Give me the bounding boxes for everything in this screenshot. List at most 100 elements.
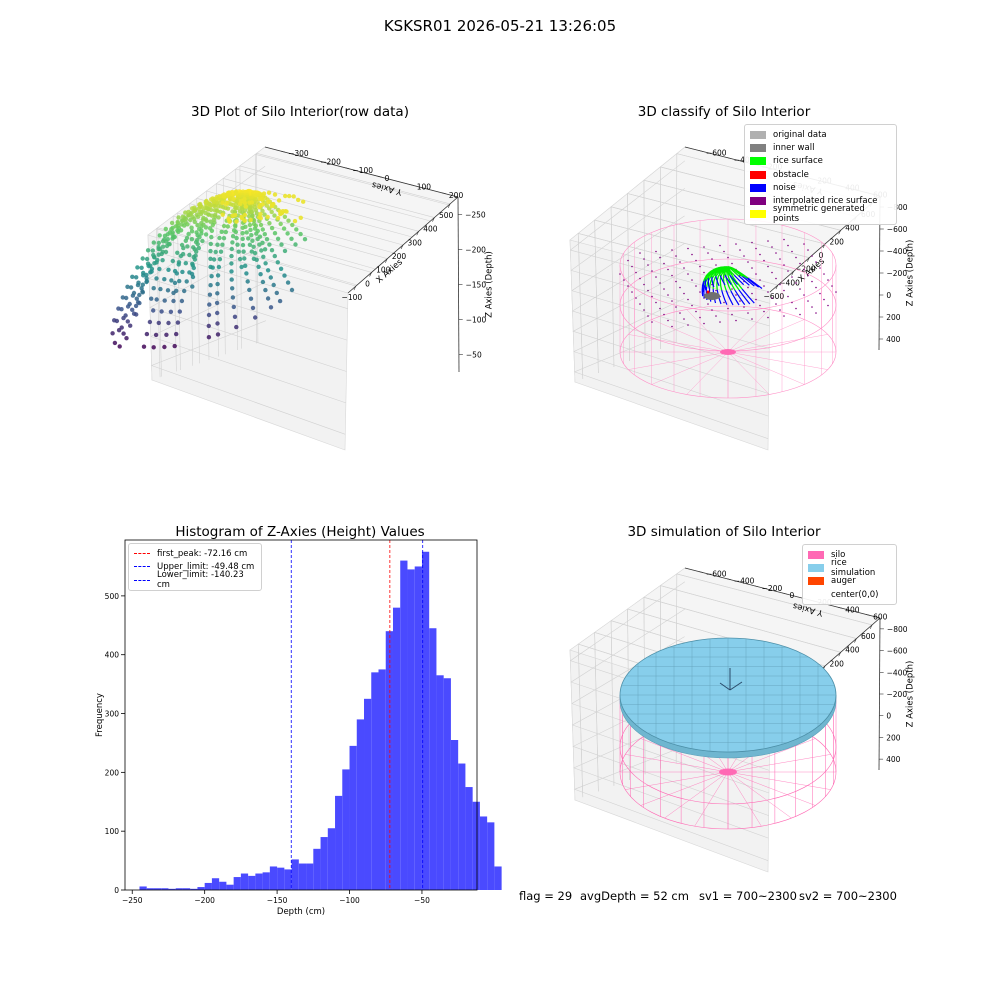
p4-x-tick-label: 400 (845, 646, 860, 655)
p2-x-tick (807, 257, 810, 262)
hist-bar (400, 560, 408, 890)
p1-point (148, 263, 153, 268)
p1-z-grid (149, 243, 347, 372)
p1-point (169, 220, 175, 226)
p2-silo-line (686, 309, 729, 353)
p1-point (254, 193, 259, 198)
p2-dot (827, 279, 829, 281)
p1-point (268, 305, 274, 310)
p2-dot (651, 270, 653, 272)
p1-point (298, 215, 303, 220)
p1-z-grid (148, 204, 348, 341)
p2-dot (791, 250, 793, 253)
p4-silo-line (727, 738, 816, 773)
p1-point (206, 335, 212, 340)
hist-bar (450, 740, 459, 890)
p2-dot (643, 309, 645, 311)
p1-point (165, 288, 171, 293)
p2-dot (707, 303, 709, 305)
p1-point (243, 224, 248, 229)
p1-x-grid (172, 215, 372, 372)
p1-y-tick-label: 100 (417, 183, 432, 192)
p1-x-tick-label: 300 (408, 238, 423, 247)
p1-point (239, 214, 244, 220)
p1-point (274, 290, 279, 296)
hist-x-tick-label: −100 (339, 896, 360, 905)
p2-silo-line (727, 351, 805, 385)
p1-point (211, 257, 217, 262)
hist-bar (240, 873, 249, 890)
p1-point (233, 224, 238, 229)
p2-dot (679, 286, 681, 289)
p1-x-grid (256, 152, 451, 343)
p1-z-label: Z Axies (Depth) (485, 251, 495, 318)
p1-point (183, 238, 188, 243)
p4-x-tick-label: 200 (830, 659, 845, 668)
p1-point (259, 196, 265, 202)
p1-point (124, 295, 129, 301)
p1-point (151, 345, 156, 350)
p1-point (262, 247, 268, 252)
p1-point (242, 218, 247, 223)
p1-point (175, 320, 181, 325)
p2-dot (783, 238, 785, 241)
p1-y-tick (409, 184, 414, 186)
p1-point (275, 215, 281, 221)
p1-point (209, 274, 214, 279)
histogram-legend-label: Lower_limit: -140.23 cm (157, 570, 244, 591)
p1-point (182, 288, 187, 294)
hist-bar (313, 848, 321, 890)
p1-point (229, 277, 234, 282)
p1-point (176, 262, 181, 267)
p4-y-grid (676, 573, 873, 626)
p4-y-grid (643, 596, 841, 653)
p2-dot (739, 249, 741, 251)
p2-dot (663, 288, 665, 290)
p2-z-tick-label: 400 (886, 335, 901, 344)
p1-point (145, 248, 151, 253)
p2-silo-line (651, 351, 729, 385)
p1-point (141, 270, 146, 276)
p1-point (269, 225, 275, 231)
p1-point (294, 227, 299, 232)
panel2-legend-label: rice surface (773, 156, 823, 167)
hist-bar (190, 888, 198, 890)
p2-dot (675, 306, 677, 308)
p4-center-axis (729, 681, 743, 691)
p2-dot (719, 321, 721, 323)
p1-point (144, 272, 149, 278)
p1-point (269, 203, 275, 209)
histogram-legend-label: Upper_limit: -49.48 cm (157, 561, 255, 572)
p2-dot (775, 303, 777, 305)
hist-bar (211, 878, 220, 890)
hist-bar (349, 745, 357, 890)
p1-point (264, 203, 269, 208)
p1-point (293, 242, 298, 247)
p1-point (265, 268, 271, 273)
p1-point (234, 324, 239, 330)
p1-point (199, 209, 204, 215)
hist-bar (494, 866, 502, 890)
p2-silo-line (628, 334, 729, 353)
p1-point (209, 234, 214, 240)
p1-x-tick-label: 100 (376, 266, 391, 275)
p2-z-grid (573, 325, 769, 439)
p1-point (244, 271, 249, 276)
p4-x-tick (854, 638, 857, 643)
p1-point (172, 280, 178, 286)
p1-point (112, 318, 117, 323)
p1-point (233, 202, 238, 207)
p4-y-tick-label: −200 (762, 584, 783, 593)
p1-point (240, 206, 245, 211)
p2-dot (831, 285, 833, 287)
p1-point (266, 190, 272, 195)
p2-dot (639, 277, 641, 280)
p1-point (183, 216, 189, 222)
p2-noise-strand (725, 290, 734, 306)
hist-bar (204, 882, 212, 890)
panel1-3d-scatter: −1000100200300400500−300−200−1000100200−… (110, 146, 495, 451)
p4-y-tick-label: −600 (706, 570, 727, 579)
p1-point (151, 240, 156, 245)
hist-bar (421, 551, 430, 890)
p2-dot (723, 250, 725, 253)
